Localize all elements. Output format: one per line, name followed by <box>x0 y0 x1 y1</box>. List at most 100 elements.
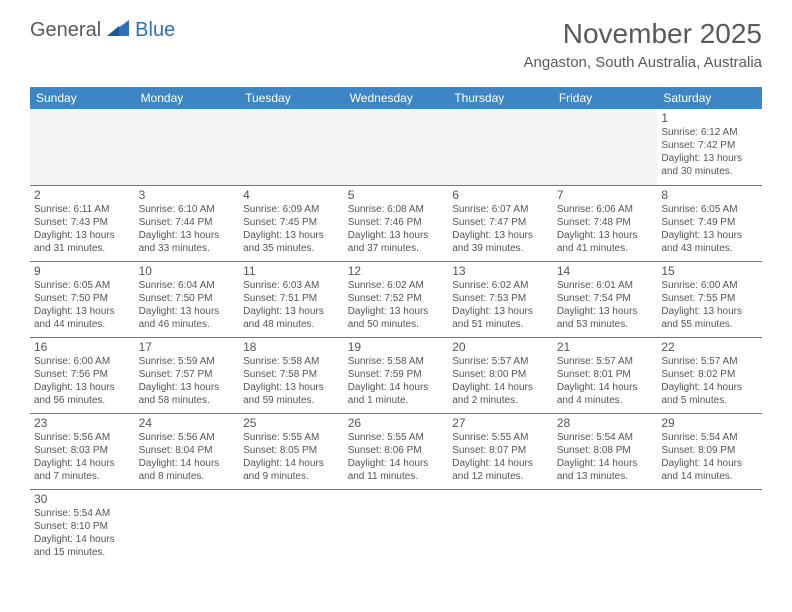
month-title: November 2025 <box>524 18 762 50</box>
day-number: 18 <box>243 340 340 354</box>
calendar-cell: 24Sunrise: 5:56 AMSunset: 8:04 PMDayligh… <box>135 413 240 489</box>
day-info: Sunrise: 5:55 AMSunset: 8:05 PMDaylight:… <box>243 431 340 483</box>
day-info: Sunrise: 5:57 AMSunset: 8:02 PMDaylight:… <box>661 355 758 407</box>
calendar-cell: 15Sunrise: 6:00 AMSunset: 7:55 PMDayligh… <box>657 261 762 337</box>
calendar-cell: 26Sunrise: 5:55 AMSunset: 8:06 PMDayligh… <box>344 413 449 489</box>
day-number: 11 <box>243 264 340 278</box>
calendar-cell <box>657 489 762 565</box>
calendar-cell: 25Sunrise: 5:55 AMSunset: 8:05 PMDayligh… <box>239 413 344 489</box>
day-header-tuesday: Tuesday <box>239 87 344 109</box>
calendar-cell: 16Sunrise: 6:00 AMSunset: 7:56 PMDayligh… <box>30 337 135 413</box>
calendar-cell: 21Sunrise: 5:57 AMSunset: 8:01 PMDayligh… <box>553 337 658 413</box>
logo: General Blue <box>30 18 175 43</box>
day-number: 2 <box>34 188 131 202</box>
day-number: 13 <box>452 264 549 278</box>
day-info: Sunrise: 6:06 AMSunset: 7:48 PMDaylight:… <box>557 203 654 255</box>
day-info: Sunrise: 5:56 AMSunset: 8:04 PMDaylight:… <box>139 431 236 483</box>
day-number: 9 <box>34 264 131 278</box>
calendar-cell <box>239 489 344 565</box>
calendar-cell: 20Sunrise: 5:57 AMSunset: 8:00 PMDayligh… <box>448 337 553 413</box>
calendar-cell: 6Sunrise: 6:07 AMSunset: 7:47 PMDaylight… <box>448 185 553 261</box>
calendar-cell: 2Sunrise: 6:11 AMSunset: 7:43 PMDaylight… <box>30 185 135 261</box>
day-info: Sunrise: 5:57 AMSunset: 8:00 PMDaylight:… <box>452 355 549 407</box>
calendar-row: 9Sunrise: 6:05 AMSunset: 7:50 PMDaylight… <box>30 261 762 337</box>
day-info: Sunrise: 6:01 AMSunset: 7:54 PMDaylight:… <box>557 279 654 331</box>
day-info: Sunrise: 6:10 AMSunset: 7:44 PMDaylight:… <box>139 203 236 255</box>
calendar-cell: 19Sunrise: 5:58 AMSunset: 7:59 PMDayligh… <box>344 337 449 413</box>
day-number: 10 <box>139 264 236 278</box>
calendar-cell <box>30 109 135 185</box>
day-number: 26 <box>348 416 445 430</box>
day-number: 30 <box>34 492 131 506</box>
day-number: 14 <box>557 264 654 278</box>
day-number: 15 <box>661 264 758 278</box>
day-header-friday: Friday <box>553 87 658 109</box>
day-info: Sunrise: 6:00 AMSunset: 7:55 PMDaylight:… <box>661 279 758 331</box>
day-number: 24 <box>139 416 236 430</box>
day-info: Sunrise: 6:12 AMSunset: 7:42 PMDaylight:… <box>661 126 758 178</box>
day-number: 27 <box>452 416 549 430</box>
day-number: 21 <box>557 340 654 354</box>
day-info: Sunrise: 6:02 AMSunset: 7:53 PMDaylight:… <box>452 279 549 331</box>
day-number: 29 <box>661 416 758 430</box>
calendar-cell: 1Sunrise: 6:12 AMSunset: 7:42 PMDaylight… <box>657 109 762 185</box>
day-info: Sunrise: 5:54 AMSunset: 8:08 PMDaylight:… <box>557 431 654 483</box>
calendar-cell: 23Sunrise: 5:56 AMSunset: 8:03 PMDayligh… <box>30 413 135 489</box>
calendar-cell: 7Sunrise: 6:06 AMSunset: 7:48 PMDaylight… <box>553 185 658 261</box>
calendar-cell <box>135 109 240 185</box>
day-info: Sunrise: 6:05 AMSunset: 7:49 PMDaylight:… <box>661 203 758 255</box>
calendar-cell <box>239 109 344 185</box>
day-info: Sunrise: 5:58 AMSunset: 7:58 PMDaylight:… <box>243 355 340 407</box>
day-number: 28 <box>557 416 654 430</box>
day-info: Sunrise: 6:05 AMSunset: 7:50 PMDaylight:… <box>34 279 131 331</box>
day-number: 22 <box>661 340 758 354</box>
day-info: Sunrise: 6:00 AMSunset: 7:56 PMDaylight:… <box>34 355 131 407</box>
day-info: Sunrise: 6:04 AMSunset: 7:50 PMDaylight:… <box>139 279 236 331</box>
calendar-cell: 27Sunrise: 5:55 AMSunset: 8:07 PMDayligh… <box>448 413 553 489</box>
calendar-cell: 29Sunrise: 5:54 AMSunset: 8:09 PMDayligh… <box>657 413 762 489</box>
calendar-row: 1Sunrise: 6:12 AMSunset: 7:42 PMDaylight… <box>30 109 762 185</box>
day-number: 16 <box>34 340 131 354</box>
calendar-row: 2Sunrise: 6:11 AMSunset: 7:43 PMDaylight… <box>30 185 762 261</box>
day-number: 4 <box>243 188 340 202</box>
day-info: Sunrise: 5:54 AMSunset: 8:10 PMDaylight:… <box>34 507 131 559</box>
calendar-cell <box>344 489 449 565</box>
calendar-cell: 5Sunrise: 6:08 AMSunset: 7:46 PMDaylight… <box>344 185 449 261</box>
calendar-cell: 17Sunrise: 5:59 AMSunset: 7:57 PMDayligh… <box>135 337 240 413</box>
location: Angaston, South Australia, Australia <box>524 54 762 71</box>
calendar-row: 16Sunrise: 6:00 AMSunset: 7:56 PMDayligh… <box>30 337 762 413</box>
day-number: 6 <box>452 188 549 202</box>
day-info: Sunrise: 5:54 AMSunset: 8:09 PMDaylight:… <box>661 431 758 483</box>
calendar-cell: 22Sunrise: 5:57 AMSunset: 8:02 PMDayligh… <box>657 337 762 413</box>
day-number: 25 <box>243 416 340 430</box>
day-number: 3 <box>139 188 236 202</box>
day-header-thursday: Thursday <box>448 87 553 109</box>
calendar-cell <box>448 489 553 565</box>
calendar-cell: 28Sunrise: 5:54 AMSunset: 8:08 PMDayligh… <box>553 413 658 489</box>
calendar-cell: 14Sunrise: 6:01 AMSunset: 7:54 PMDayligh… <box>553 261 658 337</box>
day-info: Sunrise: 5:59 AMSunset: 7:57 PMDaylight:… <box>139 355 236 407</box>
day-header-monday: Monday <box>135 87 240 109</box>
logo-blue: Blue <box>135 19 175 42</box>
day-number: 5 <box>348 188 445 202</box>
day-number: 1 <box>661 111 758 125</box>
calendar-cell: 13Sunrise: 6:02 AMSunset: 7:53 PMDayligh… <box>448 261 553 337</box>
calendar-cell: 10Sunrise: 6:04 AMSunset: 7:50 PMDayligh… <box>135 261 240 337</box>
day-header-sunday: Sunday <box>30 87 135 109</box>
day-info: Sunrise: 6:08 AMSunset: 7:46 PMDaylight:… <box>348 203 445 255</box>
day-number: 8 <box>661 188 758 202</box>
logo-general: General <box>30 19 101 42</box>
calendar-cell: 11Sunrise: 6:03 AMSunset: 7:51 PMDayligh… <box>239 261 344 337</box>
calendar-cell <box>553 109 658 185</box>
calendar-table: SundayMondayTuesdayWednesdayThursdayFrid… <box>30 87 762 565</box>
day-info: Sunrise: 6:02 AMSunset: 7:52 PMDaylight:… <box>348 279 445 331</box>
calendar-row: 30Sunrise: 5:54 AMSunset: 8:10 PMDayligh… <box>30 489 762 565</box>
calendar-header-row: SundayMondayTuesdayWednesdayThursdayFrid… <box>30 87 762 109</box>
day-info: Sunrise: 6:09 AMSunset: 7:45 PMDaylight:… <box>243 203 340 255</box>
calendar-cell: 3Sunrise: 6:10 AMSunset: 7:44 PMDaylight… <box>135 185 240 261</box>
day-info: Sunrise: 6:11 AMSunset: 7:43 PMDaylight:… <box>34 203 131 255</box>
calendar-cell: 12Sunrise: 6:02 AMSunset: 7:52 PMDayligh… <box>344 261 449 337</box>
day-header-wednesday: Wednesday <box>344 87 449 109</box>
day-info: Sunrise: 5:55 AMSunset: 8:06 PMDaylight:… <box>348 431 445 483</box>
day-number: 7 <box>557 188 654 202</box>
